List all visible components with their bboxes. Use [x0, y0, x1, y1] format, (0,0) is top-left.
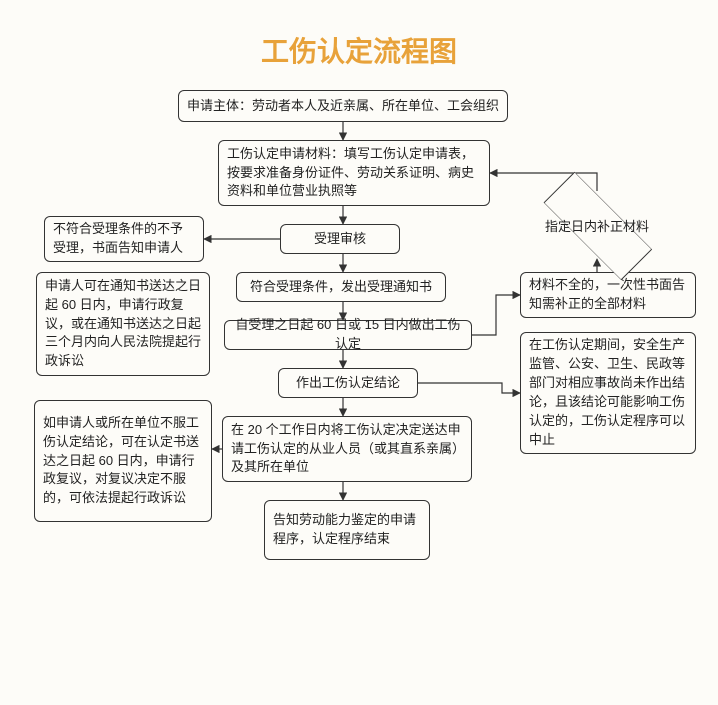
node-n11: 如申请人或所在单位不服工伤认定结论，可在认定书送达之日起 60 日内，申请行政复… [34, 400, 212, 522]
node-n6: 自受理之日起 60 日或 15 日内做出工伤认定 [224, 320, 472, 350]
node-n4: 不符合受理条件的不予受理，书面告知申请人 [44, 216, 204, 262]
node-label: 指定日内补正材料 [511, 191, 683, 259]
page-title: 工伤认定流程图 [0, 30, 718, 70]
edge-n7-n13 [418, 383, 520, 393]
node-n2: 工伤认定申请材料：填写工伤认定申请表，按要求准备身份证件、劳动关系证明、病史资料… [218, 140, 490, 206]
node-d1: 指定日内补正材料 [511, 191, 683, 259]
node-n3: 受理审核 [280, 224, 400, 254]
node-n10: 申请人可在通知书送达之日起 60 日内，申请行政复议，或在通知书送达之日起三个月… [36, 272, 210, 376]
node-n7: 作出工伤认定结论 [278, 368, 418, 398]
node-n9: 告知劳动能力鉴定的申请程序，认定程序结束 [264, 500, 430, 560]
node-n12: 材料不全的，一次性书面告知需补正的全部材料 [520, 272, 696, 318]
edge-n6-n12 [472, 295, 520, 335]
node-n13: 在工伤认定期间，安全生产监管、公安、卫生、民政等部门对相应事故尚未作出结论，且该… [520, 332, 696, 454]
node-n5: 符合受理条件，发出受理通知书 [236, 272, 446, 302]
node-n8: 在 20 个工作日内将工伤认定决定送达申请工伤认定的从业人员（或其直系亲属）及其… [222, 416, 472, 482]
node-n1: 申请主体：劳动者本人及近亲属、所在单位、工会组织 [178, 90, 508, 122]
flowchart-canvas: 工伤认定流程图 申请主体：劳动者本人及近亲属、所在单位、工会组织工伤认定申请材料… [0, 0, 718, 705]
